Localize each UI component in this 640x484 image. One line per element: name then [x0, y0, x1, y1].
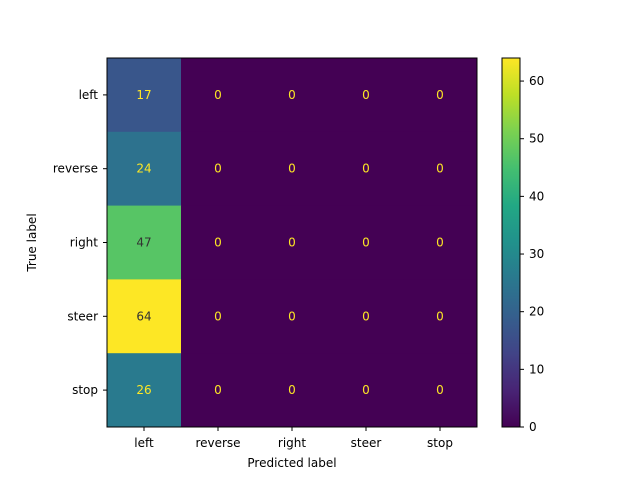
cell-value-label: 0: [288, 162, 296, 176]
cell-value-label: 17: [136, 88, 151, 102]
heatmap-cell: [255, 279, 330, 354]
heatmap-cell: [181, 205, 256, 280]
cell-value-label: 0: [436, 162, 444, 176]
heatmap-cell: [255, 205, 330, 280]
cell-value-label: 0: [288, 88, 296, 102]
x-axis-ticks: left reverse right steer stop: [134, 427, 453, 450]
colorbar-tick-label: 10: [529, 362, 544, 376]
cell-value-label: 26: [136, 383, 151, 397]
heatmap-cell: [181, 353, 256, 428]
x-tick-label: right: [278, 436, 306, 450]
colorbar-tick-label: 40: [529, 189, 544, 203]
y-axis-ticks: left reverse right steer stop: [53, 88, 107, 397]
heatmap-cell: [255, 131, 330, 207]
heatmap-cell: [329, 279, 404, 354]
colorbar-tick-label: 60: [529, 74, 544, 88]
y-tick-label: reverse: [53, 162, 98, 176]
heatmap-cell: [403, 58, 478, 133]
colorbar-tick-label: 50: [529, 132, 544, 146]
heatmap-cell: [107, 58, 182, 133]
cell-value-label: 0: [362, 236, 370, 250]
heatmap-cell: [329, 353, 404, 428]
y-tick-label: stop: [72, 383, 98, 397]
cell-value-label: 0: [288, 309, 296, 323]
heatmap-cell: [181, 131, 256, 207]
cell-value-label: 0: [362, 88, 370, 102]
heatmap-cell: [403, 353, 478, 428]
y-tick-label: right: [70, 236, 98, 250]
x-tick-label: stop: [427, 436, 453, 450]
cell-value-label: 0: [214, 88, 222, 102]
heatmap-cell: [107, 279, 182, 354]
cell-value-label: 0: [288, 236, 296, 250]
x-tick-label: steer: [351, 436, 382, 450]
y-tick-label: left: [79, 88, 99, 102]
cell-value-label: 0: [436, 309, 444, 323]
x-axis-label: Predicted label: [247, 456, 336, 470]
colorbar: [501, 57, 521, 428]
heatmap-cell: [255, 58, 330, 133]
heatmap-cell: [403, 279, 478, 354]
cell-value-label: 24: [136, 162, 151, 176]
heatmap-cell: [107, 131, 182, 207]
cell-value-label: 0: [288, 383, 296, 397]
cell-value-label: 0: [214, 236, 222, 250]
heatmap-cell: [403, 131, 478, 207]
cell-value-label: 0: [214, 383, 222, 397]
cell-value-label: 0: [362, 383, 370, 397]
heatmap-cell: [255, 353, 330, 428]
cell-value-label: 64: [136, 309, 151, 323]
heatmap-cell: [107, 205, 182, 280]
heatmap-cell: [181, 279, 256, 354]
cell-value-label: 0: [362, 162, 370, 176]
x-tick-label: reverse: [195, 436, 240, 450]
heatmap-cell: [403, 205, 478, 280]
heatmap-cell: [329, 58, 404, 133]
y-tick-label: steer: [67, 309, 98, 323]
cell-value-label: 47: [136, 236, 151, 250]
colorbar-tick-label: 0: [529, 420, 537, 434]
cell-value-label: 0: [214, 162, 222, 176]
heatmap-cell: [107, 353, 182, 428]
heatmap-cell: [329, 205, 404, 280]
cell-value-label: 0: [362, 309, 370, 323]
cell-value-labels: 17 0 0 0 0 24 0 0 0 0 47 0 0 0 0 64 0 0 0 0 26 0 0 0 0: [136, 88, 443, 397]
heatmap-cell: [329, 131, 404, 207]
cell-value-label: 0: [436, 88, 444, 102]
colorbar-tick-label: 30: [529, 247, 544, 261]
colorbar-ticks: 0 10 20 30 40 50 60: [520, 74, 544, 434]
cell-value-label: 0: [436, 236, 444, 250]
heatmap-cells: [107, 58, 478, 428]
cell-value-label: 0: [214, 309, 222, 323]
colorbar-tick-label: 20: [529, 305, 544, 319]
heatmap-cell: [181, 58, 256, 133]
y-axis-label: True label: [25, 213, 39, 272]
x-tick-label: left: [134, 436, 154, 450]
cell-value-label: 0: [436, 383, 444, 397]
